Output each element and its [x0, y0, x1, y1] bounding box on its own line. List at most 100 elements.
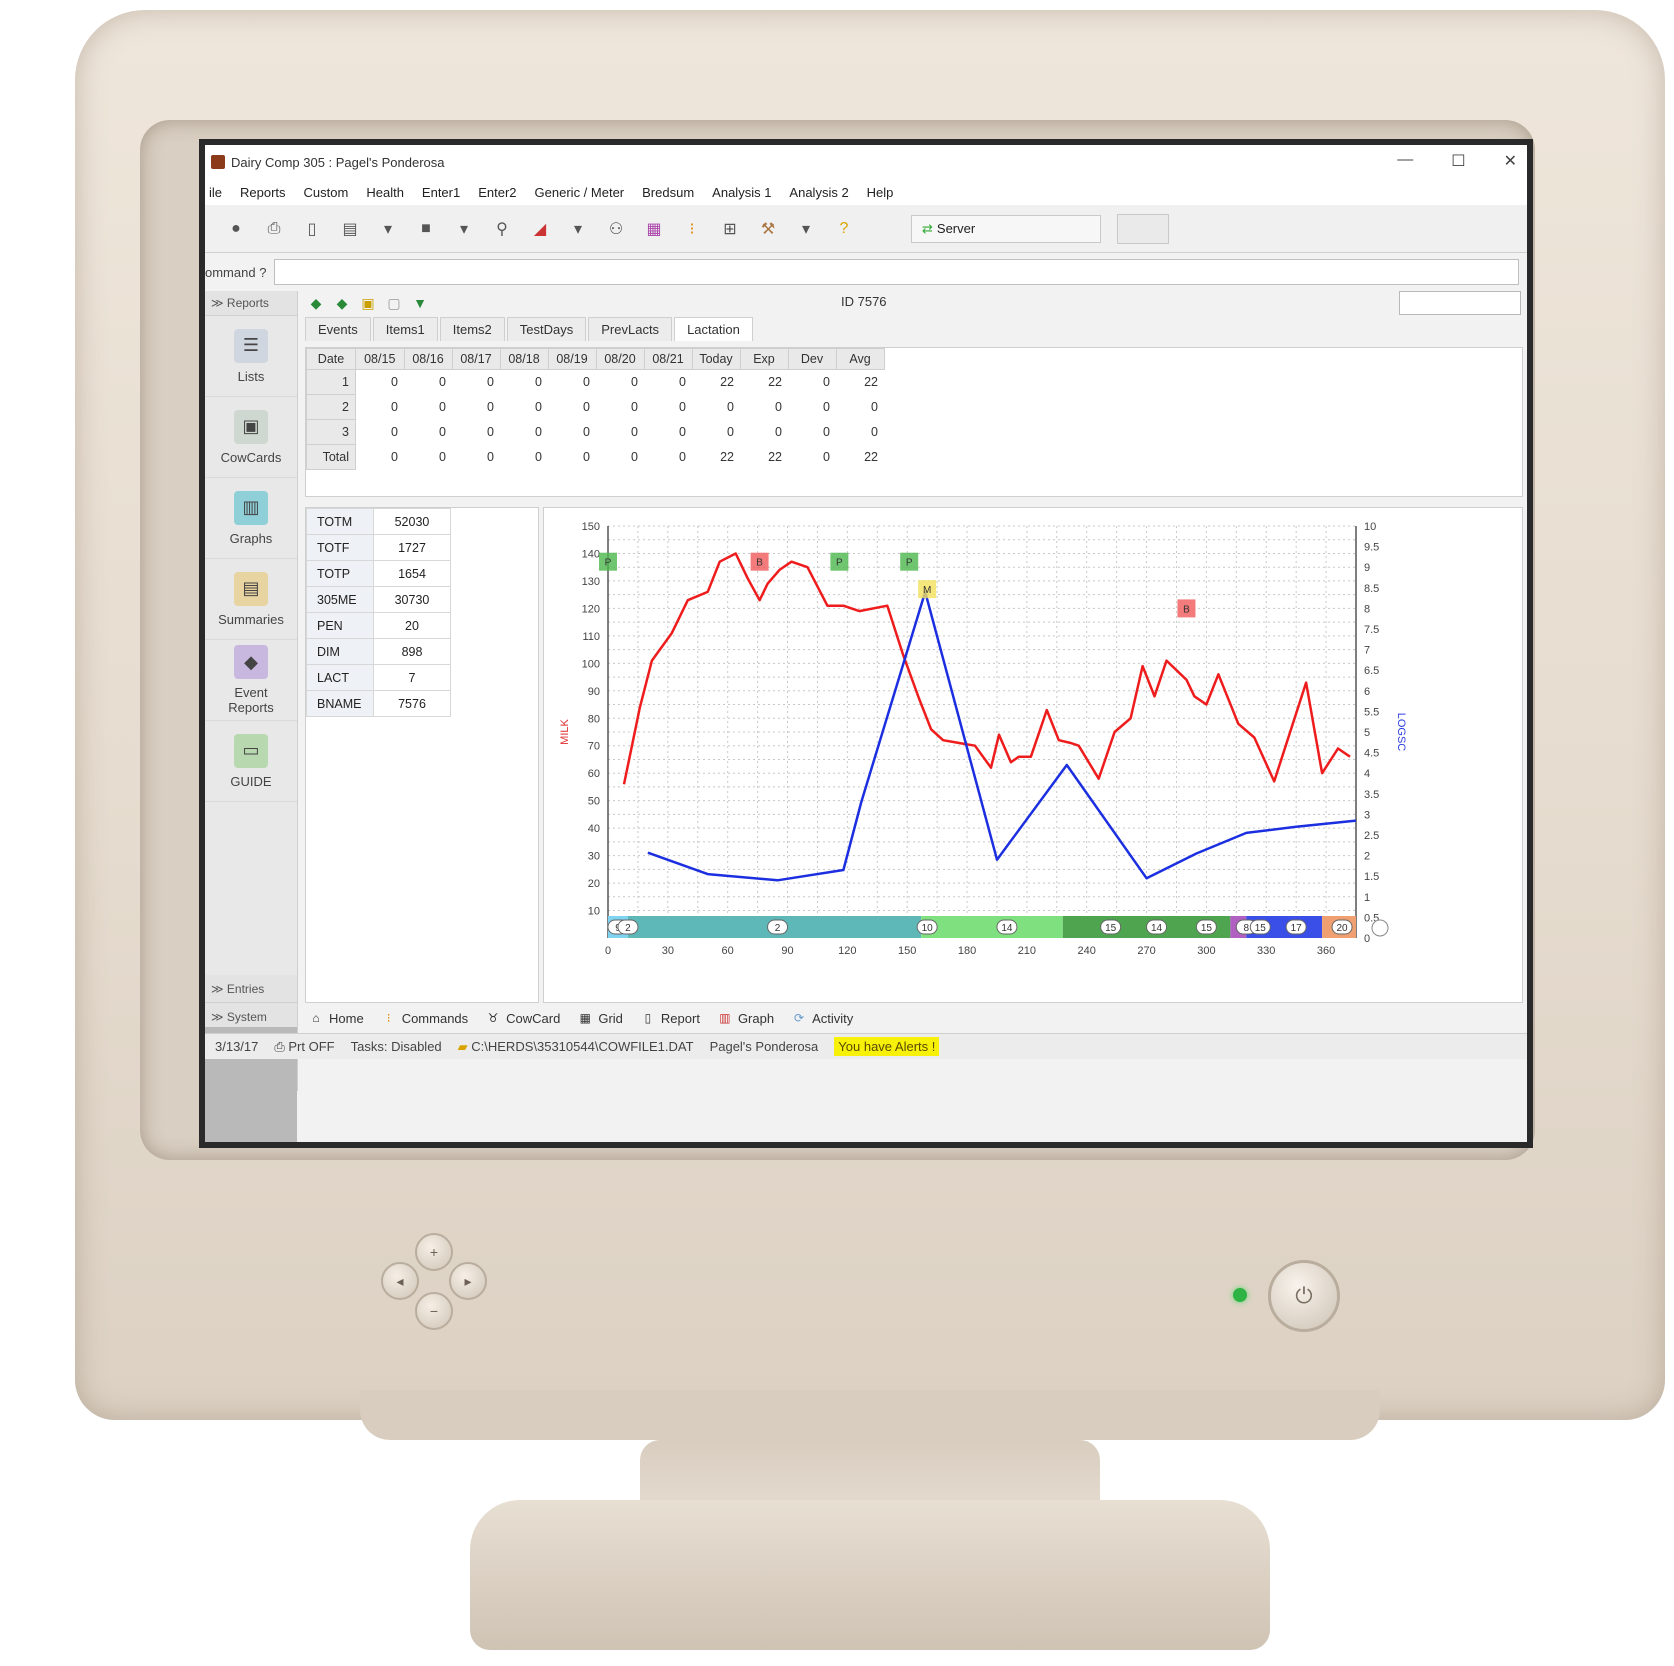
close-icon[interactable]: ✕ [1503, 153, 1517, 170]
sidebar-item-cowcards[interactable]: ▣ CowCards [205, 397, 297, 478]
column-header[interactable]: 08/21 [643, 348, 693, 370]
minus-button[interactable]: − [415, 1292, 453, 1330]
column-header[interactable]: Avg [835, 348, 885, 370]
column-header[interactable]: 08/17 [451, 348, 501, 370]
column-header[interactable]: Date [306, 348, 356, 370]
menu-analysis1[interactable]: Analysis 1 [712, 184, 772, 200]
table-cell[interactable]: 0 [535, 450, 542, 464]
table-cell[interactable]: 0 [823, 425, 830, 439]
table-cell[interactable]: 0 [727, 425, 734, 439]
table-cell[interactable]: 22 [768, 375, 782, 390]
table-cell[interactable]: 0 [439, 425, 446, 439]
table-cell[interactable]: 22 [768, 450, 782, 464]
prev-arrow-icon[interactable]: ◆ [310, 294, 322, 311]
table-cell[interactable]: 0 [823, 450, 830, 464]
table-cell[interactable]: 0 [487, 450, 494, 464]
table-cell[interactable]: 0 [631, 425, 638, 439]
table-cell[interactable]: 0 [679, 375, 686, 390]
sidebar-item-event-reports[interactable]: ◆ Event Reports [205, 640, 297, 721]
table-cell[interactable]: 0 [487, 425, 494, 439]
table-cell[interactable]: 0 [439, 375, 446, 390]
menu-generic-meter[interactable]: Generic / Meter [534, 184, 625, 200]
bottom-tab-report[interactable]: ▯ Report [641, 1011, 700, 1026]
row-header[interactable]: 3 [306, 419, 356, 445]
table-cell[interactable]: 0 [391, 450, 398, 464]
table-cell[interactable]: 0 [487, 375, 494, 390]
table-cell[interactable]: 0 [535, 425, 542, 439]
menu-custom[interactable]: Custom [303, 184, 349, 200]
table-cell[interactable]: 0 [439, 400, 446, 414]
left-button[interactable]: ◂ [381, 1262, 419, 1300]
menu-file[interactable]: ile [209, 184, 223, 200]
commands-icon[interactable]: ⁝ [689, 220, 695, 238]
plus-button[interactable]: + [415, 1233, 453, 1271]
dropdown-icon[interactable]: ▾ [459, 220, 469, 238]
power-button[interactable]: ⏻ [1268, 1260, 1340, 1332]
sidebar-item-graphs[interactable]: ▥ Graphs [205, 478, 297, 559]
download-icon[interactable]: ▼ [413, 295, 427, 311]
tab-prevlacts[interactable]: PrevLacts [588, 317, 673, 341]
alerts-badge[interactable]: You have Alerts ! [834, 1037, 940, 1056]
sidebar-item-guide[interactable]: ▭ GUIDE [205, 721, 297, 802]
users-icon[interactable]: ⚇ [608, 220, 624, 238]
tab-events[interactable]: Events [305, 317, 371, 341]
sidebar-reports-head[interactable]: ≫ Reports [205, 291, 297, 316]
menu-health[interactable]: Health [366, 184, 404, 200]
table-cell[interactable]: 0 [679, 425, 686, 439]
bottom-tab-activity[interactable]: ⟳ Activity [792, 1011, 853, 1026]
sidebar-item-summaries[interactable]: ▤ Summaries [205, 559, 297, 640]
help-icon[interactable]: ? [839, 219, 849, 237]
stop-icon[interactable]: ● [231, 219, 241, 237]
table-cell[interactable]: 0 [439, 450, 446, 464]
table-cell[interactable]: 0 [535, 400, 542, 414]
dropdown-icon[interactable]: ▾ [383, 220, 393, 238]
table-cell[interactable]: 0 [679, 400, 686, 414]
table-cell[interactable]: 0 [775, 400, 782, 414]
menu-bredsum[interactable]: Bredsum [642, 184, 695, 200]
menu-analysis2[interactable]: Analysis 2 [789, 184, 849, 200]
sidebar-system-head[interactable]: ≫ System [205, 1003, 297, 1031]
tab-items1[interactable]: Items1 [372, 317, 438, 341]
table-cell[interactable]: 22 [864, 375, 878, 390]
table-cell[interactable]: 0 [679, 450, 686, 464]
table-cell[interactable]: 0 [823, 375, 830, 390]
table-cell[interactable]: 0 [631, 400, 638, 414]
table-cell[interactable]: 0 [487, 400, 494, 414]
table-cell[interactable]: 0 [583, 425, 590, 439]
tab-testdays[interactable]: TestDays [506, 317, 587, 341]
row-header[interactable]: 1 [306, 369, 356, 395]
dropdown-icon[interactable]: ▾ [801, 220, 811, 238]
sidebar-entries-head[interactable]: ≫ Entries [205, 975, 297, 1003]
report-icon[interactable]: ▦ [646, 220, 662, 238]
column-header[interactable]: 08/16 [403, 348, 453, 370]
column-header[interactable]: Dev [787, 348, 837, 370]
menu-enter1[interactable]: Enter1 [421, 184, 461, 200]
bottom-tab-home[interactable]: ⌂ Home [309, 1011, 363, 1026]
blank-icon[interactable]: ▢ [387, 294, 401, 311]
table-cell[interactable]: 0 [823, 400, 830, 414]
row-header[interactable]: Total [306, 444, 356, 470]
table-cell[interactable]: 22 [864, 450, 878, 464]
search-icon[interactable]: ⚲ [496, 220, 508, 238]
table-cell[interactable]: 0 [871, 425, 878, 439]
column-header[interactable]: Exp [739, 348, 789, 370]
table-cell[interactable]: 0 [535, 375, 542, 390]
book-icon[interactable]: ▤ [342, 220, 358, 238]
minimize-icon[interactable]: — [1397, 151, 1414, 168]
table-cell[interactable]: 0 [583, 450, 590, 464]
bottom-tab-graph[interactable]: ▥ Graph [718, 1011, 774, 1026]
dropdown-icon[interactable]: ▾ [573, 220, 583, 238]
next-arrow-icon[interactable]: ◆ [336, 294, 348, 311]
tools-icon[interactable]: ⚒ [760, 220, 776, 238]
chart-icon[interactable]: ◢ [533, 220, 547, 238]
server-box[interactable]: ⇄ Server [911, 214, 1101, 243]
table-cell[interactable]: 22 [720, 450, 734, 464]
save-icon[interactable]: ■ [421, 219, 431, 237]
column-header[interactable]: 08/19 [547, 348, 597, 370]
menu-enter2[interactable]: Enter2 [478, 184, 517, 200]
table-cell[interactable]: 0 [727, 400, 734, 414]
tab-items2[interactable]: Items2 [439, 317, 505, 341]
column-header[interactable]: 08/18 [499, 348, 549, 370]
column-header[interactable]: 08/15 [355, 348, 405, 370]
command-input[interactable] [274, 259, 1519, 285]
